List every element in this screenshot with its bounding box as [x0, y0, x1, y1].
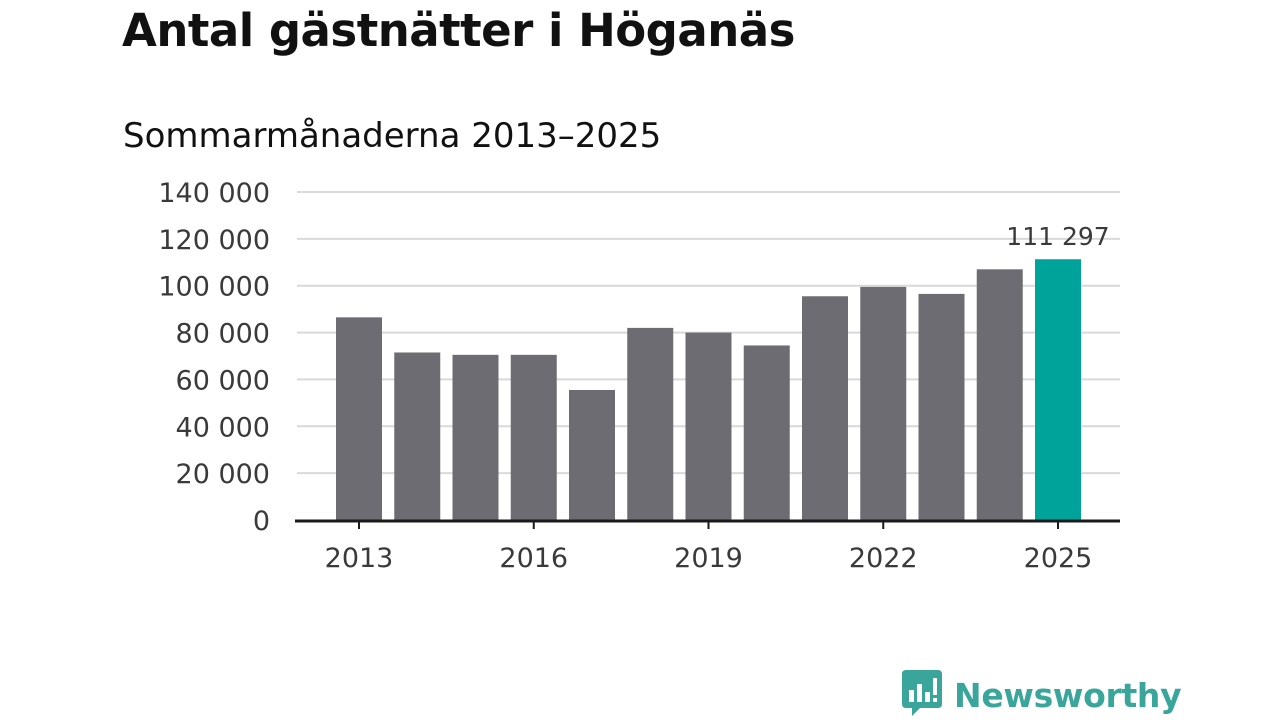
- y-tick-label: 40 000: [176, 412, 270, 443]
- chart-subtitle: Sommarmånaderna 2013–2025: [123, 116, 662, 156]
- bar-2022: [860, 286, 907, 520]
- chart-title: Antal gästnätter i Höganäs: [122, 4, 795, 57]
- x-tick-label: 2019: [674, 543, 743, 574]
- x-tick-label: 2013: [325, 543, 394, 574]
- bar-2014: [394, 352, 441, 520]
- bar-2023: [918, 293, 965, 520]
- y-tick-label: 20 000: [176, 459, 270, 490]
- bar-2015: [452, 354, 499, 520]
- y-axis-ticks: 0 20 000 40 000 60 000 80 000 100 000 120 000 1…: [158, 178, 270, 537]
- bar-2013: [336, 317, 382, 520]
- y-tick-label: 100 000: [158, 272, 270, 303]
- y-tick-label: 120 000: [158, 225, 270, 256]
- x-tick-label: 2016: [499, 543, 568, 574]
- data-label: 111 297: [1006, 222, 1109, 251]
- y-tick-label: 60 000: [176, 365, 270, 396]
- x-tick-label: 2022: [849, 543, 918, 574]
- chat-bubble-bar-chart-icon: [902, 670, 942, 720]
- y-tick-label: 80 000: [176, 319, 270, 350]
- bar-2021: [802, 296, 848, 520]
- bar-2020: [743, 345, 790, 520]
- bar-2016: [510, 354, 557, 520]
- x-axis-ticks: 2013 2016 2019 2022 2025: [325, 521, 1093, 574]
- x-tick-label: 2025: [1024, 543, 1093, 574]
- bars: [336, 259, 1081, 520]
- y-tick-label: 0: [253, 506, 270, 537]
- bar-2018: [627, 327, 674, 520]
- brand-name: Newsworthy: [954, 675, 1182, 715]
- bar-2025: [1035, 259, 1081, 520]
- bar-2024: [976, 269, 1023, 520]
- bar-2017: [569, 389, 615, 520]
- data-labels: 111 297: [1006, 222, 1109, 251]
- bar-2019: [685, 332, 732, 520]
- y-tick-label: 140 000: [158, 178, 270, 209]
- newsworthy-logo: Newsworthy: [902, 670, 1182, 720]
